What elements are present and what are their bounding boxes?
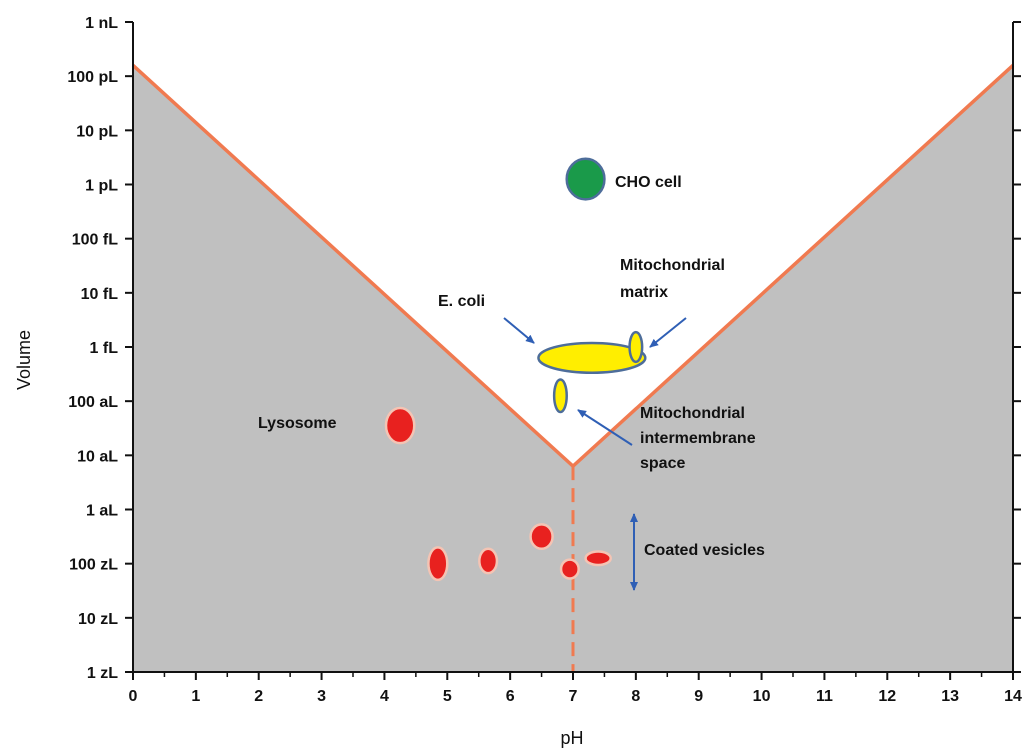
y-tick-label-100-al: 100 aL bbox=[68, 394, 118, 411]
marker-coated-vesicles-5 bbox=[427, 546, 449, 582]
annotation-mito-intermembrane-line-3: space bbox=[640, 455, 685, 472]
annotation-cho-cell: CHO cell bbox=[615, 174, 682, 191]
arrow-mito-intermembrane bbox=[577, 409, 633, 446]
marker-mitochondrial-intermembrane-space-3 bbox=[552, 378, 568, 414]
x-tick-label-11: 11 bbox=[816, 688, 833, 705]
y-tick-label-100-pl: 100 pL bbox=[67, 69, 118, 86]
annotation-mito-intermembrane: Mitochondrial intermembrane space bbox=[640, 405, 760, 472]
y-tick-label-1-pl: 1 pL bbox=[85, 178, 118, 195]
y-axis-title: Volume bbox=[14, 330, 34, 390]
y-tick-label-1-al: 1 aL bbox=[86, 503, 118, 520]
markers-group bbox=[384, 157, 647, 582]
y-tick-label-10-fl: 10 fL bbox=[81, 286, 119, 303]
annotation-e-coli: E. coli bbox=[438, 293, 485, 310]
annotation-mito-intermembrane-line-2: intermembrane bbox=[640, 430, 756, 447]
x-tick-label-10: 10 bbox=[753, 688, 771, 705]
y-tick-label-10-pl: 10 pL bbox=[76, 123, 118, 140]
x-tick-label-5: 5 bbox=[443, 688, 452, 705]
annotation-lysosome: Lysosome bbox=[258, 415, 337, 432]
x-tick-label-14: 14 bbox=[1004, 688, 1022, 705]
x-tick-label-1: 1 bbox=[191, 688, 200, 705]
annotation-mito-intermembrane-line-1: Mitochondrial bbox=[640, 405, 745, 422]
annotation-mito-matrix-line-2: matrix bbox=[620, 284, 668, 301]
x-tick-label-9: 9 bbox=[694, 688, 703, 705]
y-tick-label-100-fl: 100 fL bbox=[72, 232, 118, 249]
gray-region bbox=[133, 65, 1013, 673]
y-tick-label-1-fl: 1 fL bbox=[90, 340, 119, 357]
y-tick-label-10-al: 10 aL bbox=[77, 448, 118, 465]
marker-e-coli-1 bbox=[537, 341, 647, 374]
marker-lysosome-4 bbox=[384, 406, 416, 445]
annotation-mito-matrix: Mitochondrial matrix bbox=[620, 257, 729, 301]
marker-mitochondrial-matrix-2 bbox=[628, 330, 644, 364]
arrow-mito-matrix bbox=[649, 317, 687, 348]
y-tick-label-10-zl: 10 zL bbox=[78, 611, 118, 628]
arrows-group bbox=[503, 317, 687, 591]
marker-coated-vesicles-6 bbox=[478, 547, 499, 575]
marker-coated-vesicles-7 bbox=[529, 523, 554, 551]
x-tick-label-2: 2 bbox=[254, 688, 263, 705]
marker-coated-vesicles-8 bbox=[559, 558, 580, 580]
y-tick-label-1-zl: 1 zL bbox=[87, 665, 118, 682]
x-tick-label-4: 4 bbox=[380, 688, 389, 705]
marker-cho-cell-0 bbox=[565, 157, 606, 201]
y-tick-label-1-nl: 1 nL bbox=[85, 15, 118, 32]
annotation-mito-matrix-line-1: Mitochondrial bbox=[620, 257, 725, 274]
marker-coated-vesicles-9 bbox=[584, 550, 612, 567]
x-tick-label-13: 13 bbox=[941, 688, 959, 705]
y-tick-label-100-zl: 100 zL bbox=[69, 557, 118, 574]
x-axis-title: pH bbox=[560, 728, 583, 748]
x-tick-label-6: 6 bbox=[506, 688, 515, 705]
x-tick-label-3: 3 bbox=[317, 688, 326, 705]
arrow-e-coli bbox=[503, 317, 535, 344]
x-tick-label-0: 0 bbox=[129, 688, 138, 705]
x-tick-label-7: 7 bbox=[569, 688, 578, 705]
x-tick-label-8: 8 bbox=[631, 688, 640, 705]
annotation-coated-vesicles: Coated vesicles bbox=[644, 542, 765, 559]
x-tick-label-12: 12 bbox=[878, 688, 896, 705]
